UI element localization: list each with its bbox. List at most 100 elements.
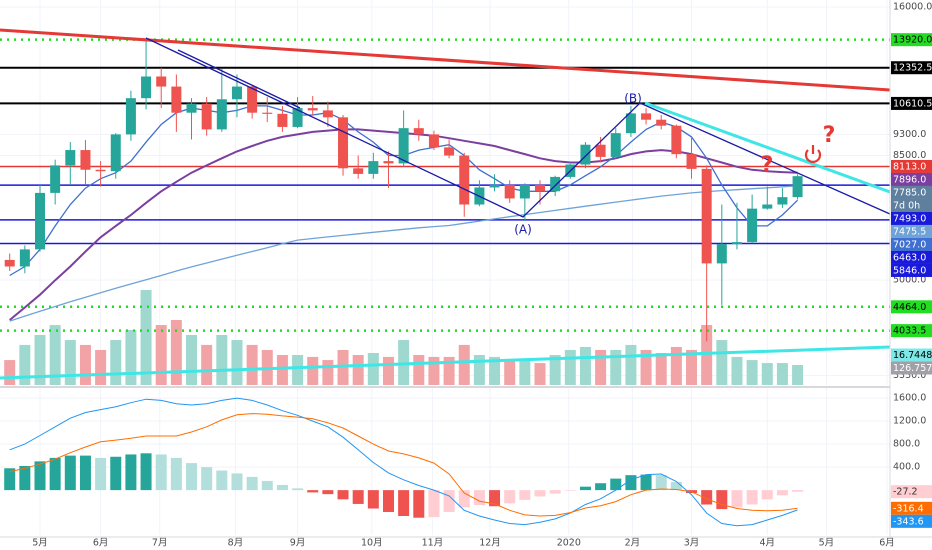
histogram-bar: [564, 490, 576, 491]
histogram-bar: [95, 457, 107, 491]
candle-body: [535, 184, 545, 192]
candle-body: [353, 168, 364, 174]
x-tick-label: 4月: [759, 538, 775, 549]
volume-bar: [443, 356, 455, 385]
price-tag-label: 7493.0: [893, 213, 926, 224]
histogram-bar: [534, 490, 546, 497]
volume-bar: [686, 349, 698, 385]
price-tag-label: 7475.5: [893, 226, 926, 237]
candle-body: [762, 204, 773, 209]
price-tag: [891, 172, 932, 186]
volume-bar: [746, 360, 758, 385]
histogram-bar: [261, 480, 273, 491]
price-tag: [891, 485, 932, 499]
volume-bar: [292, 355, 304, 385]
price-tag-label: 7d 0h: [893, 200, 920, 211]
price-tag-label: 7896.0: [893, 174, 926, 185]
price-tag-label: 7027.0: [893, 239, 926, 250]
candle-body: [125, 98, 136, 135]
price-tag-label: 12352.5: [893, 63, 932, 74]
histogram-bar: [746, 490, 758, 505]
histogram-bar: [579, 486, 591, 491]
histogram-bar: [216, 470, 228, 491]
power-icon: [804, 145, 822, 163]
volume-bar: [110, 340, 122, 385]
x-tick-label: 9月: [290, 538, 306, 549]
candle-body: [277, 113, 288, 127]
histogram-bar: [276, 484, 288, 491]
histogram-bar: [140, 453, 152, 491]
candle-body: [413, 128, 424, 135]
x-tick-label: 7月: [152, 538, 168, 549]
volume-bar: [186, 334, 198, 385]
price-tag: [891, 211, 932, 225]
candle-body: [50, 165, 61, 193]
candle-body: [4, 259, 15, 267]
macd-line: [9, 397, 798, 527]
histogram-bar: [19, 465, 31, 491]
red-trendline: [0, 28, 891, 92]
volume-bar: [655, 352, 667, 385]
price-tag: [891, 159, 932, 173]
histogram-bar: [458, 490, 470, 508]
volume-bar: [276, 355, 288, 385]
histogram-bar: [716, 490, 728, 510]
volume-bar: [670, 346, 682, 385]
histogram-bar: [201, 467, 213, 491]
candle-body: [398, 128, 409, 164]
histogram-bar: [125, 454, 137, 491]
candle-body: [216, 99, 227, 130]
price-tag: [891, 185, 932, 199]
x-tick-label: 11月: [422, 538, 444, 549]
histogram-bar: [625, 475, 637, 491]
x-tick-label: 2月: [625, 538, 641, 549]
ma-line: [9, 185, 798, 322]
candle-body: [716, 244, 727, 264]
histogram-bar: [701, 490, 713, 505]
axes: 16000.0 9300.0 8500.0 5000.0 3330.0 5月 6月 7月 8月 9…: [32, 1, 932, 549]
candle-body: [428, 134, 439, 148]
volume-bar: [307, 356, 319, 385]
volume-bar: [564, 349, 576, 385]
volume-bar: [413, 355, 425, 385]
wave-line: [177, 49, 301, 109]
candle-body: [322, 110, 333, 118]
histogram-bar: [504, 490, 516, 504]
histogram-bar: [595, 483, 607, 491]
volume-bar: [595, 349, 607, 385]
histogram-bar: [170, 457, 182, 491]
candle-body: [686, 154, 697, 169]
annotation: ?: [823, 123, 836, 148]
histogram-bar: [443, 490, 455, 512]
candle-body: [307, 108, 318, 111]
price-tag-label: 5846.0: [893, 265, 926, 276]
price-tag: [891, 61, 932, 75]
down-trendline: [639, 102, 891, 215]
macd-line: [9, 413, 798, 517]
annotations: (A) (B)??: [514, 92, 835, 237]
histogram-bar: [610, 478, 622, 491]
macd-layer: [4, 397, 804, 527]
histogram-bar: [246, 476, 258, 491]
histogram-bar: [34, 461, 46, 491]
price-tag-label: -343.6: [893, 516, 924, 527]
x-tick-label: 6月: [879, 538, 895, 549]
volume-bar: [4, 360, 16, 385]
x-tick-label: 6月: [93, 538, 109, 549]
volume-bar: [382, 356, 394, 385]
histogram-bar: [792, 490, 804, 492]
price-tag: [891, 514, 932, 528]
volume-bar: [170, 319, 182, 385]
x-tick-label: 8月: [228, 538, 244, 549]
x-tick-label: 10月: [361, 538, 383, 549]
candle-body: [444, 147, 455, 156]
candle-body: [625, 113, 636, 134]
histogram-bar: [640, 474, 652, 491]
candle-body: [671, 125, 682, 155]
volume-bar: [79, 344, 91, 385]
histogram-bar: [761, 490, 773, 500]
candle-body: [19, 249, 30, 267]
price-tag: [891, 237, 932, 251]
